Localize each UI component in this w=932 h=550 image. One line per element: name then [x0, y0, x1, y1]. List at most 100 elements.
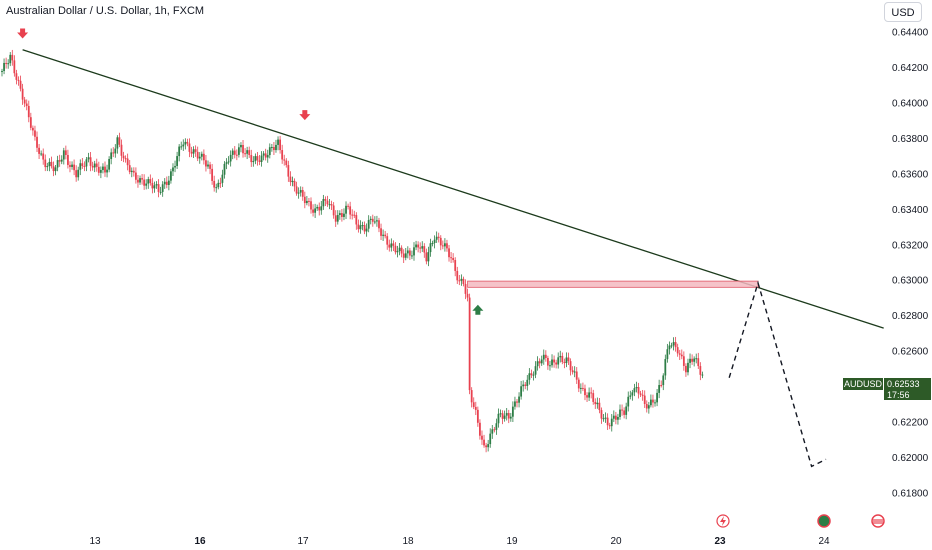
price-tick-label: 0.62600 — [892, 347, 929, 358]
candle-body — [42, 153, 45, 160]
candle — [427, 246, 430, 267]
candle — [310, 197, 312, 214]
candle — [9, 52, 12, 67]
projected-path[interactable] — [728, 280, 827, 468]
candle-body — [295, 186, 298, 194]
candle — [454, 257, 457, 277]
candle-body — [242, 144, 244, 154]
candle — [223, 161, 226, 179]
candle — [610, 414, 613, 432]
candle-body — [538, 361, 541, 364]
candle — [99, 166, 102, 179]
candle — [462, 276, 465, 287]
candle — [468, 293, 471, 395]
price-tick-label: 0.62000 — [892, 453, 929, 464]
candle — [452, 253, 455, 263]
candle-body — [448, 248, 450, 258]
candle — [441, 240, 444, 250]
candle — [579, 383, 582, 394]
candle — [27, 100, 30, 123]
economic-event-icon[interactable] — [817, 514, 831, 528]
candle — [200, 151, 203, 161]
candle — [565, 352, 568, 368]
candle-body — [670, 345, 673, 347]
candle — [17, 76, 20, 86]
candle-body — [511, 406, 514, 417]
candle — [97, 161, 100, 176]
candle — [625, 402, 628, 420]
candle-body — [656, 392, 658, 403]
candle — [64, 145, 67, 160]
candle — [21, 83, 24, 105]
resistance-zone[interactable] — [467, 280, 759, 288]
candle-body — [194, 149, 197, 152]
candle — [413, 242, 415, 261]
candle — [481, 430, 483, 445]
candle — [196, 146, 199, 162]
candle-body — [87, 157, 90, 160]
candle — [693, 356, 696, 367]
candle-body — [668, 345, 671, 350]
candle-body — [551, 359, 553, 366]
candle — [32, 125, 34, 136]
candle-body — [330, 204, 333, 206]
candle-body — [135, 172, 137, 180]
candle — [660, 380, 663, 388]
candle-body — [114, 148, 117, 154]
candle-body — [287, 165, 290, 177]
candle — [672, 337, 675, 351]
candle-body — [106, 169, 108, 173]
candle-body — [514, 401, 516, 407]
candle — [569, 358, 572, 376]
candle — [631, 389, 634, 401]
candle-body — [610, 418, 613, 427]
candle — [116, 135, 119, 154]
candle — [252, 156, 255, 167]
sell-arrow-icon — [299, 110, 311, 121]
candle-body — [503, 415, 506, 419]
candle — [542, 349, 545, 365]
currency-button[interactable]: USD — [884, 2, 922, 22]
candle-body — [588, 392, 590, 398]
candle — [357, 219, 360, 233]
candle — [487, 439, 490, 452]
candle — [586, 392, 588, 403]
candle — [495, 418, 498, 435]
candle — [353, 210, 356, 219]
candle — [464, 279, 467, 300]
candle-body — [584, 388, 586, 396]
candle — [137, 174, 139, 188]
candle — [497, 408, 500, 428]
candle — [544, 350, 547, 362]
candle-body — [485, 445, 487, 448]
candle-body — [289, 176, 292, 183]
candle-body — [650, 399, 652, 406]
candle — [89, 151, 92, 172]
candle-body — [149, 179, 152, 184]
candle — [701, 371, 704, 379]
candle-body — [557, 357, 560, 365]
candle-body — [567, 357, 570, 362]
candle-body — [182, 144, 185, 147]
candle — [584, 384, 586, 401]
candle — [77, 166, 80, 181]
candle — [402, 249, 405, 263]
candle-body — [200, 153, 203, 157]
candle — [394, 242, 397, 255]
candle — [343, 208, 345, 221]
candle — [563, 358, 566, 369]
candle-body — [178, 146, 181, 157]
candle — [695, 353, 698, 364]
candle-body — [462, 278, 465, 284]
candle-body — [378, 220, 380, 229]
candle — [511, 401, 514, 423]
candle — [262, 151, 265, 161]
candle — [161, 181, 164, 197]
candle — [270, 143, 273, 152]
candle-body — [678, 353, 681, 355]
chart-title: Australian Dollar / U.S. Dollar, 1h, FXC… — [6, 5, 205, 17]
candle-body — [509, 416, 512, 419]
candle — [13, 55, 16, 77]
candle — [54, 164, 57, 176]
